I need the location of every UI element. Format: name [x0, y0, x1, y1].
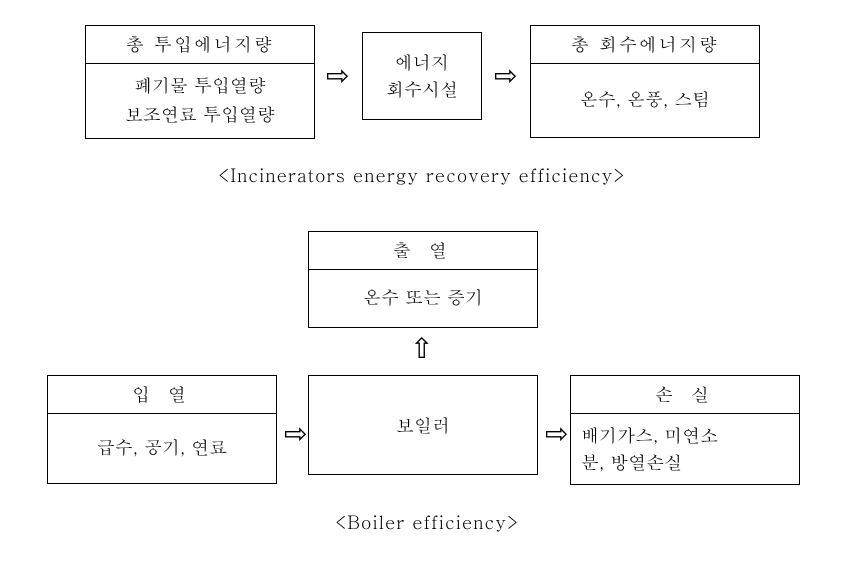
d1-facility-line1: 에너지	[395, 49, 449, 76]
d2-loss-header: 손 실	[571, 376, 799, 414]
d1-caption: <Incinerators energy recovery efficiency…	[218, 163, 625, 188]
d2-loss-body-line1: 배기가스, 미연소	[581, 423, 718, 448]
d2-arrow-2: ⇨	[545, 420, 568, 448]
d1-output-header: 총 회수에너지량	[531, 26, 759, 64]
d1-input-body-line2: 보조연료 투입열량	[90, 101, 310, 130]
d2-caption: <Boiler efficiency>	[335, 510, 519, 535]
d2-input-body: 급수, 공기, 연료	[48, 414, 276, 483]
d2-loss-body: 배기가스, 미연소 분, 방열손실	[571, 414, 799, 484]
d1-input-box: 총 투입에너지량 폐기물 투입열량 보조연료 투입열량	[85, 25, 315, 139]
d2-arrow-up: ⇧	[410, 335, 433, 363]
d1-facility-box: 에너지 회수시설	[362, 32, 482, 120]
d1-input-body-line1: 폐기물 투입열량	[90, 72, 310, 101]
d2-input-box: 입 열 급수, 공기, 연료	[47, 375, 277, 484]
d1-output-body: 온수, 온풍, 스팀	[531, 64, 759, 137]
d1-input-header: 총 투입에너지량	[86, 26, 314, 64]
d2-boiler-text: 보일러	[396, 412, 450, 439]
d1-arrow-2: ⇨	[494, 62, 517, 90]
d1-facility-line2: 회수시설	[386, 76, 458, 103]
d1-arrow-1: ⇨	[326, 62, 349, 90]
d2-loss-body-line2: 분, 방열손실	[581, 450, 682, 475]
d1-input-body: 폐기물 투입열량 보조연료 투입열량	[86, 64, 314, 138]
d2-output-box: 출 열 온수 또는 증기	[308, 231, 538, 328]
d2-loss-box: 손 실 배기가스, 미연소 분, 방열손실	[570, 375, 800, 485]
d1-output-box: 총 회수에너지량 온수, 온풍, 스팀	[530, 25, 760, 138]
d2-boiler-box: 보일러	[308, 375, 538, 475]
d2-output-body: 온수 또는 증기	[309, 270, 537, 327]
d2-input-header: 입 열	[48, 376, 276, 414]
d2-output-header: 출 열	[309, 232, 537, 270]
d2-arrow-1: ⇨	[284, 420, 307, 448]
